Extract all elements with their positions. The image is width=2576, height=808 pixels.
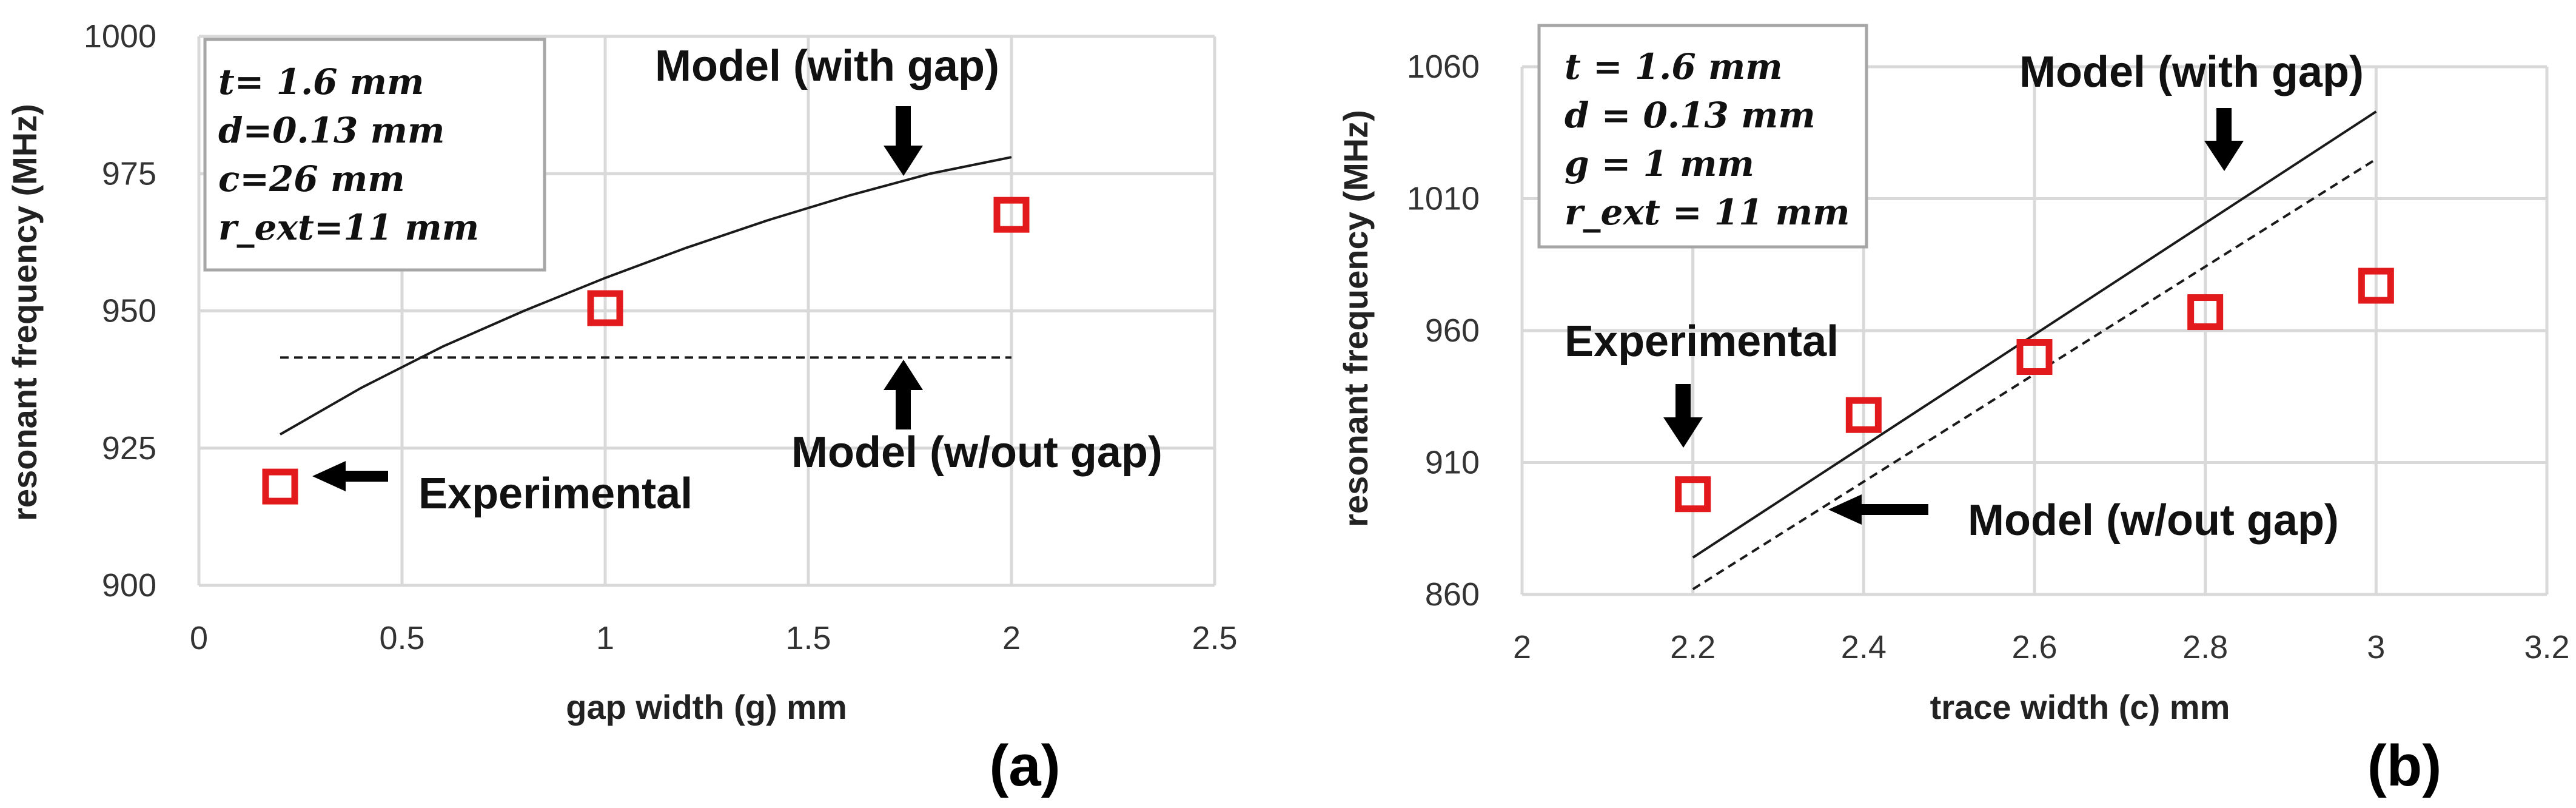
chart-a-ytick-label: 1000 — [84, 18, 156, 55]
chart-b-ticks: 2 2.2 2.4 2.6 2.8 3 3.2 860 910 960 1010 1060 — [1407, 49, 2570, 665]
chart-b-ytick-label: 960 — [1425, 312, 1480, 349]
chart-b-series — [1675, 110, 2394, 590]
chart-b-xtick-label: 2.6 — [2011, 629, 2057, 665]
chart-a-experimental-point — [993, 197, 1030, 233]
chart-b-param-g: g = 1 mm — [1565, 143, 1754, 184]
chart-a-xtick-label: 1.5 — [785, 620, 831, 656]
chart-b-annotation-model-with-gap: Model (with gap) — [2019, 48, 2364, 96]
chart-a: 0 0.5 1 1.5 2 2.5 900 925 950 975 1000 resonant fr… — [5, 18, 1238, 798]
chart-a-arrow-up-icon — [884, 360, 923, 429]
chart-a-xtick-label: 0.5 — [379, 620, 424, 656]
chart-a-experimental-point — [262, 468, 298, 505]
chart-a-x-axis-label: gap width (g) mm — [566, 688, 847, 726]
chart-a-panel-label: (a) — [989, 733, 1060, 798]
chart-a-ytick-label: 900 — [102, 567, 156, 604]
chart-a-ytick-label: 925 — [102, 430, 156, 466]
chart-a-series — [262, 156, 1030, 505]
chart-a-line-model-with-gap — [280, 156, 1012, 436]
chart-b-annotation-experimental: Experimental — [1565, 317, 1839, 366]
chart-b-arrow-down-icon — [2204, 108, 2244, 171]
chart-b-experimental-point — [2187, 294, 2224, 331]
chart-b-xtick-label: 2.4 — [1841, 629, 1887, 665]
chart-b-ytick-label: 910 — [1425, 445, 1480, 481]
chart-a-experimental-point — [587, 290, 623, 326]
chart-a-arrow-left-icon — [312, 461, 388, 491]
chart-b-experimental-point — [2358, 268, 2394, 304]
chart-b-xtick-label: 2.2 — [1670, 629, 1716, 665]
chart-a-xtick-label: 2 — [1002, 620, 1021, 656]
chart-b-line-model-without-gap — [1692, 158, 2377, 590]
chart-b-xtick-label: 2 — [1513, 629, 1531, 665]
chart-a-annotation-model-without-gap: Model (w/out gap) — [791, 428, 1162, 477]
chart-b-xtick-label: 3.2 — [2524, 629, 2569, 665]
chart-a-param-rext: r_ext=11 mm — [218, 207, 479, 248]
chart-b-xtick-label: 3 — [2367, 629, 2385, 665]
chart-a-ticks: 0 0.5 1 1.5 2 2.5 900 925 950 975 1000 — [84, 18, 1238, 656]
chart-b-experimental-point — [2016, 339, 2053, 375]
chart-a-ytick-label: 950 — [102, 293, 156, 329]
chart-a-grid — [197, 35, 1216, 587]
chart-a-xtick-label: 2.5 — [1192, 620, 1237, 656]
chart-a-annotation-experimental: Experimental — [418, 470, 693, 518]
chart-b-arrow-down-icon-2 — [1663, 384, 1703, 448]
chart-b-y-axis-label: resonant frequency (MHz) — [1337, 110, 1375, 527]
chart-a-ytick-label: 975 — [102, 155, 156, 192]
chart-b-param-d: d = 0.13 mm — [1565, 95, 1816, 136]
chart-a-xtick-label: 0 — [190, 620, 208, 656]
chart-b-arrow-left-icon — [1828, 494, 1928, 525]
chart-b-ytick-label: 1060 — [1407, 49, 1480, 85]
chart-b-param-t: t = 1.6 mm — [1565, 46, 1783, 87]
chart-a-param-t: t= 1.6 mm — [218, 61, 424, 103]
chart-a-xtick-label: 1 — [596, 620, 614, 656]
chart-b-panel-label: (b) — [2367, 733, 2442, 798]
chart-a-y-axis-label: resonant frequency (MHz) — [5, 104, 44, 521]
chart-b-params-box: t = 1.6 mm d = 0.13 mm g = 1 mm r_ext = … — [1537, 24, 1868, 249]
chart-b-ytick-label: 860 — [1425, 576, 1480, 613]
chart-b-param-rext: r_ext = 11 mm — [1565, 192, 1850, 233]
chart-a-annotation-model-with-gap: Model (with gap) — [655, 42, 999, 90]
chart-b-experimental-point — [1845, 397, 1882, 433]
chart-b-xtick-label: 2.8 — [2182, 629, 2228, 665]
chart-a-param-d: d=0.13 mm — [218, 110, 444, 151]
chart-b-annotation-model-without-gap: Model (w/out gap) — [1968, 496, 2339, 545]
chart-b-x-axis-label: trace width (c) mm — [1930, 688, 2230, 726]
chart-a-params-box: t= 1.6 mm d=0.13 mm c=26 mm r_ext=11 mm — [203, 38, 546, 272]
chart-b-experimental-point — [1675, 476, 1711, 513]
chart-b-line-model-with-gap — [1692, 110, 2377, 559]
chart-b-ytick-label: 1010 — [1407, 181, 1480, 217]
chart-a-arrow-down-icon — [884, 106, 923, 176]
chart-a-param-c: c=26 mm — [218, 158, 405, 200]
chart-b: 2 2.2 2.4 2.6 2.8 3 3.2 860 910 960 1010 1060 reson… — [1337, 24, 2570, 798]
